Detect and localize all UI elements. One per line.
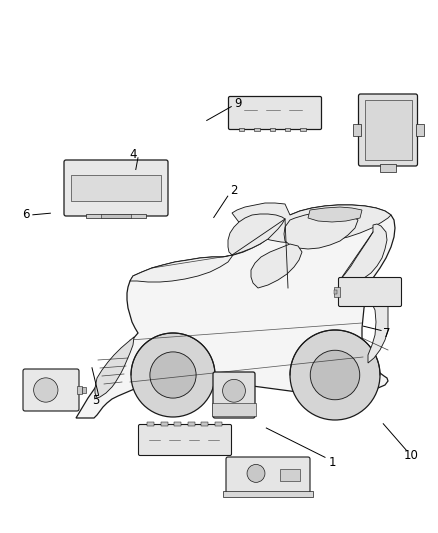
Bar: [161, 422, 168, 426]
Bar: [334, 287, 340, 297]
Circle shape: [290, 330, 380, 420]
Circle shape: [150, 352, 196, 398]
Bar: [285, 128, 290, 131]
Polygon shape: [368, 282, 388, 363]
Bar: [334, 290, 337, 294]
Text: 2: 2: [230, 184, 238, 197]
Polygon shape: [308, 207, 362, 222]
FancyBboxPatch shape: [64, 160, 168, 216]
Text: 10: 10: [403, 449, 418, 462]
Bar: [223, 491, 313, 497]
Bar: [239, 128, 244, 131]
FancyBboxPatch shape: [229, 96, 321, 130]
FancyBboxPatch shape: [358, 94, 417, 166]
Bar: [174, 422, 181, 426]
Polygon shape: [251, 244, 302, 288]
Polygon shape: [76, 205, 395, 418]
Bar: [416, 124, 424, 136]
Circle shape: [34, 378, 58, 402]
Text: 9: 9: [234, 97, 242, 110]
Bar: [380, 164, 396, 172]
Text: 5: 5: [92, 394, 99, 407]
Circle shape: [131, 333, 215, 417]
Bar: [77, 386, 82, 394]
Circle shape: [310, 350, 360, 400]
Text: 6: 6: [21, 208, 29, 221]
Bar: [212, 403, 256, 416]
Bar: [82, 387, 86, 393]
FancyBboxPatch shape: [138, 424, 232, 456]
Polygon shape: [130, 255, 233, 282]
Text: 4: 4: [130, 148, 138, 160]
Bar: [188, 422, 195, 426]
Bar: [86, 214, 146, 218]
FancyBboxPatch shape: [226, 457, 310, 493]
Bar: [364, 100, 411, 160]
Bar: [147, 422, 155, 426]
Bar: [71, 175, 161, 201]
FancyBboxPatch shape: [23, 369, 79, 411]
Polygon shape: [95, 337, 134, 398]
FancyBboxPatch shape: [339, 278, 402, 306]
Bar: [215, 422, 222, 426]
Text: 7: 7: [383, 327, 391, 340]
Text: 1: 1: [329, 456, 337, 469]
Polygon shape: [284, 212, 358, 249]
Circle shape: [247, 464, 265, 482]
Bar: [300, 128, 306, 131]
Bar: [101, 214, 131, 218]
Bar: [280, 469, 300, 481]
Bar: [270, 128, 275, 131]
Bar: [353, 124, 360, 136]
Circle shape: [223, 379, 245, 402]
Polygon shape: [228, 214, 285, 255]
Polygon shape: [340, 224, 387, 282]
Bar: [254, 128, 260, 131]
Polygon shape: [232, 203, 391, 243]
Bar: [201, 422, 208, 426]
FancyBboxPatch shape: [213, 372, 255, 418]
